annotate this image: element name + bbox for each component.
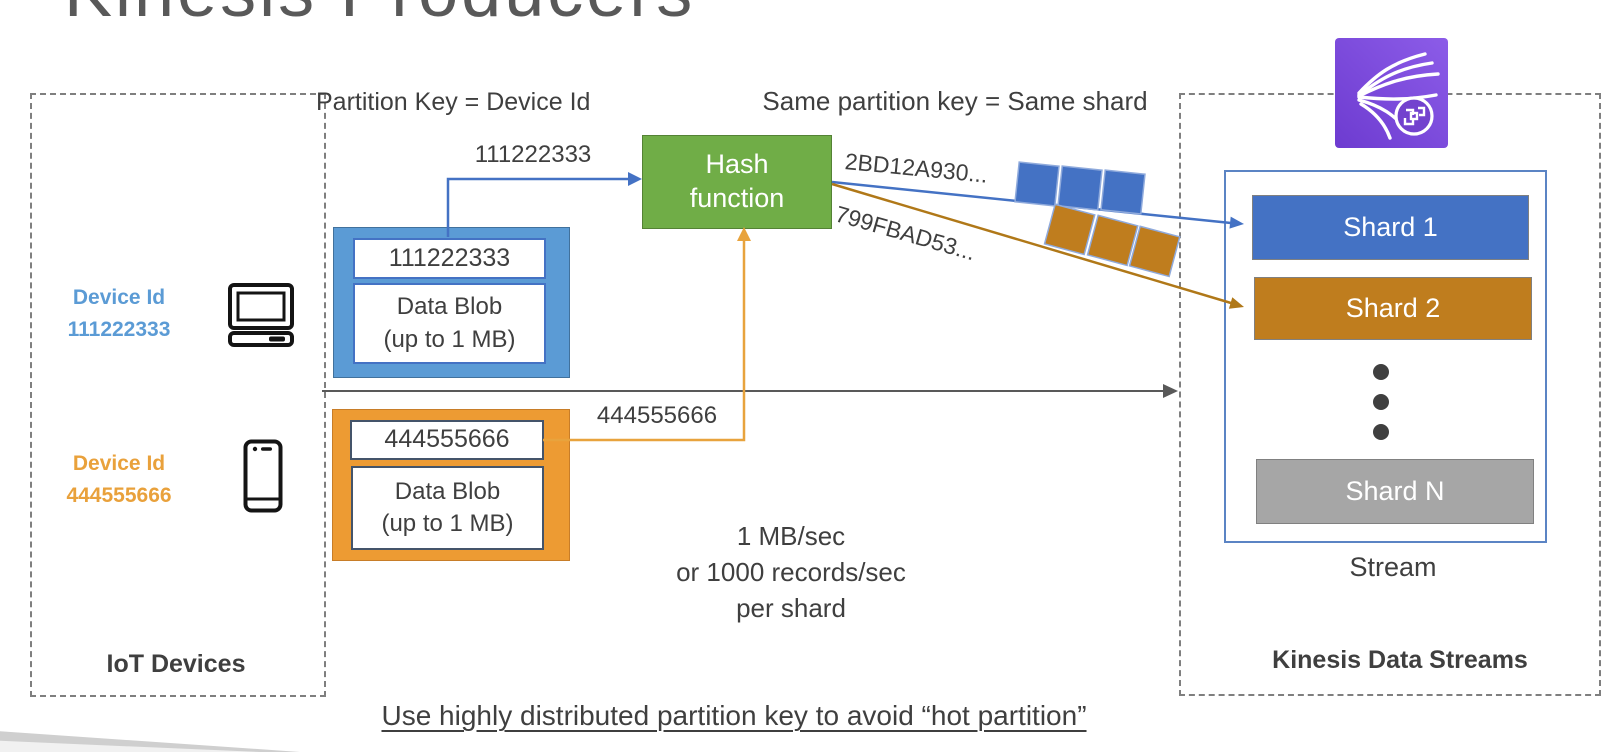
throughput-note: 1 MB/sec or 1000 records/sec per shard — [641, 519, 941, 627]
record-2: 444555666 Data Blob (up to 1 MB) — [332, 409, 570, 561]
blue-records-in-flight — [1014, 161, 1146, 215]
shard-1-label: Shard 1 — [1343, 212, 1438, 242]
iot-devices-group-label: IoT Devices — [106, 650, 246, 678]
record-2-blob-line2: (up to 1 MB) — [381, 510, 514, 537]
throughput-line3: per shard — [736, 592, 846, 623]
kinesis-data-streams-icon — [1335, 38, 1448, 148]
shard-2-label: Shard 2 — [1345, 293, 1441, 323]
device-1-caption: Device Id — [72, 286, 166, 309]
device-1-label: Device Id 111222333 — [44, 282, 194, 345]
device-2-label: Device Id 444555666 — [44, 448, 194, 511]
device-1-id: 111222333 — [67, 317, 171, 341]
shard-1: Shard 1 — [1252, 195, 1529, 260]
hash-function-box: Hash function — [642, 135, 832, 229]
page-title: Kinesis Producers — [64, 0, 695, 28]
record-1-blob-line1: Data Blob — [396, 293, 503, 321]
shard-n: Shard N — [1256, 459, 1534, 524]
smartphone-icon — [243, 439, 283, 513]
key-2-connector-label: 444555666 — [596, 402, 718, 429]
same-shard-note: Same partition key = Same shard — [762, 86, 1148, 116]
throughput-line1: 1 MB/sec — [736, 521, 846, 551]
brown-records-in-flight — [1043, 203, 1181, 278]
stream-capacity-arrow — [322, 384, 1178, 398]
record-1-partition-key: 111222333 — [353, 238, 546, 279]
ellipsis-dot — [1373, 394, 1389, 410]
stream-box: Shard 1 Shard 2 Shard N — [1224, 170, 1547, 543]
shard-2: Shard 2 — [1254, 277, 1532, 340]
record-2-data-blob: Data Blob (up to 1 MB) — [351, 466, 544, 550]
hash-result-1-label: 2BD12A930... — [843, 148, 989, 188]
throughput-line2: or 1000 records/sec — [676, 556, 906, 587]
record-1-data-blob: Data Blob (up to 1 MB) — [353, 283, 546, 364]
stream-label: Stream — [1349, 552, 1437, 582]
slide-corner-decoration-inner — [0, 740, 260, 752]
hash-function-label: Hash function — [689, 149, 785, 213]
footer-note: Use highly distributed partition key to … — [381, 700, 1087, 731]
ellipsis-dot — [1373, 364, 1389, 380]
record-2-partition-key: 444555666 — [350, 420, 544, 460]
record-1: 111222333 Data Blob (up to 1 MB) — [333, 227, 570, 378]
ellipsis-dot — [1373, 424, 1389, 440]
kinesis-group-label: Kinesis Data Streams — [1272, 646, 1528, 674]
device-2-id: 444555666 — [66, 483, 172, 507]
key-1-connector-label: 111222333 — [474, 141, 592, 168]
record-2-blob-line1: Data Blob — [394, 477, 501, 505]
hash-result-2-label: 799FBAD53... — [832, 200, 979, 266]
shard-n-label: Shard N — [1345, 476, 1445, 506]
device-2-caption: Device Id — [72, 452, 166, 475]
partition-key-note: Partition Key = Device Id — [316, 88, 591, 116]
computer-icon — [228, 283, 294, 347]
record-1-blob-line2: (up to 1 MB) — [383, 325, 516, 353]
iot-devices-group-box — [30, 93, 326, 697]
